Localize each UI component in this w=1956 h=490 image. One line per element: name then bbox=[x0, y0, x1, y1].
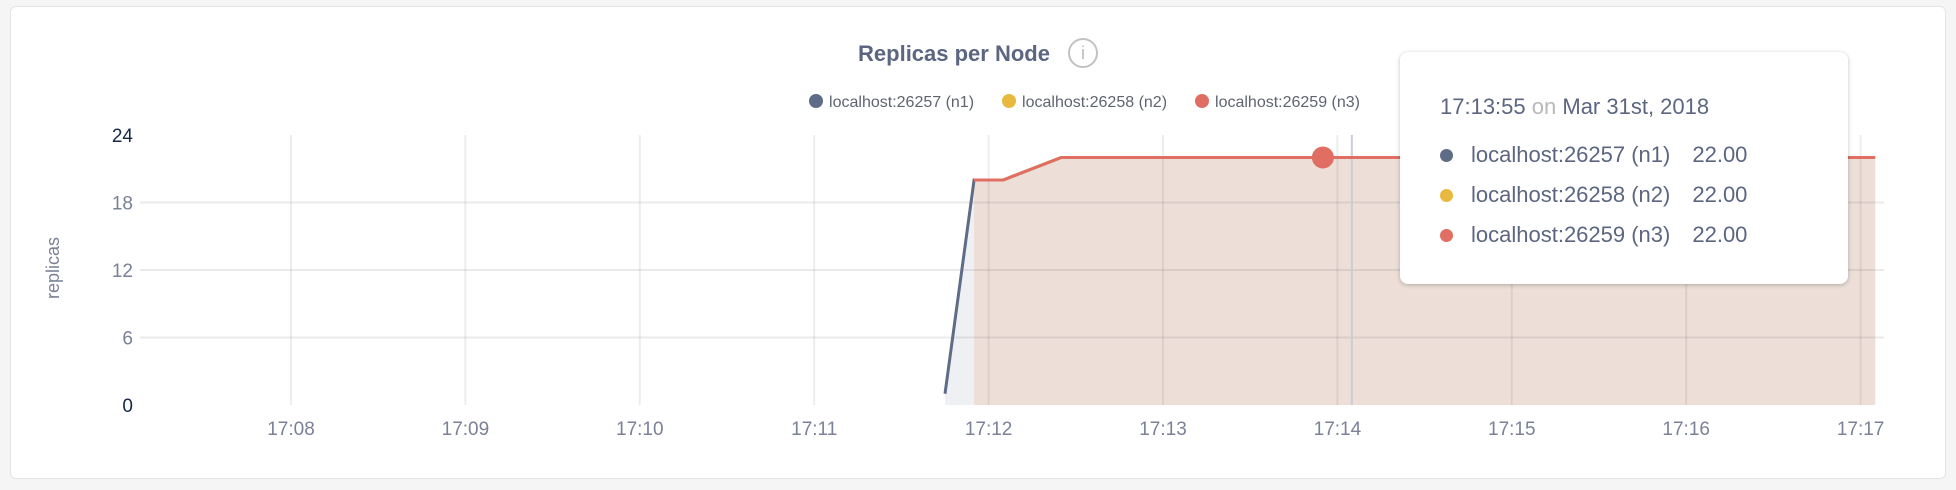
tooltip-series-name: localhost:26257 (n1) bbox=[1471, 142, 1671, 167]
y-tick-label: 12 bbox=[112, 261, 133, 282]
legend-dot bbox=[809, 94, 824, 108]
tooltip-series-name: localhost:26258 (n2) bbox=[1471, 182, 1671, 207]
y-axis-label: replicas bbox=[43, 237, 63, 299]
x-tick-label: 17:14 bbox=[1314, 419, 1362, 440]
tooltip-row-n3: localhost:26259 (n3) 22.00 bbox=[1440, 222, 1747, 248]
tooltip-value: 22.00 bbox=[1692, 182, 1748, 207]
x-tick-label: 17:15 bbox=[1488, 419, 1536, 440]
tooltip-on: on bbox=[1531, 94, 1557, 119]
tooltip-row-n1: localhost:26257 (n1) 22.00 bbox=[1440, 142, 1747, 168]
chart-title: Replicas per Node i bbox=[0, 38, 1956, 70]
tooltip-row-n2: localhost:26258 (n2) 22.00 bbox=[1440, 182, 1747, 208]
y-tick-label: 6 bbox=[122, 329, 133, 350]
x-tick-label: 17:09 bbox=[442, 419, 490, 440]
y-tick-label: 18 bbox=[112, 194, 133, 215]
chart-title-text: Replicas per Node bbox=[858, 40, 1050, 66]
x-tick-label: 17:12 bbox=[965, 419, 1013, 440]
x-tick-label: 17:16 bbox=[1662, 419, 1710, 440]
legend-label: localhost:26257 (n1) bbox=[829, 94, 975, 111]
tooltip-timestamp: 17:13:55 on Mar 31st, 2018 bbox=[1440, 94, 1709, 120]
legend-dot bbox=[1195, 94, 1210, 108]
tooltip-series-name: localhost:26259 (n3) bbox=[1471, 222, 1671, 247]
y-tick-label: 0 bbox=[122, 396, 133, 417]
legend-item-n1[interactable]: localhost:26257 (n1) bbox=[809, 94, 974, 112]
series-dot bbox=[1440, 148, 1453, 162]
hover-point bbox=[1311, 146, 1334, 169]
x-tick-label: 17:10 bbox=[616, 419, 664, 440]
x-tick-label: 17:13 bbox=[1139, 419, 1187, 440]
info-icon[interactable]: i bbox=[1067, 38, 1098, 68]
legend-item-n3[interactable]: localhost:26259 (n3) bbox=[1195, 94, 1360, 112]
legend-dot bbox=[1002, 94, 1017, 108]
hover-tooltip: 17:13:55 on Mar 31st, 2018 localhost:262… bbox=[1400, 52, 1848, 284]
x-tick-label: 17:17 bbox=[1837, 419, 1885, 440]
chart-legend: localhost:26257 (n1) localhost:26258 (n2… bbox=[809, 94, 1360, 112]
legend-item-n2[interactable]: localhost:26258 (n2) bbox=[1002, 94, 1167, 112]
series-dot bbox=[1440, 188, 1453, 202]
tooltip-value: 22.00 bbox=[1692, 142, 1748, 167]
tooltip-date: Mar 31st, 2018 bbox=[1562, 94, 1710, 119]
series-dot bbox=[1440, 228, 1453, 242]
legend-label: localhost:26259 (n3) bbox=[1215, 94, 1360, 111]
tooltip-time: 17:13:55 bbox=[1440, 94, 1526, 119]
x-tick-label: 17:11 bbox=[791, 419, 837, 440]
y-tick-label: 24 bbox=[112, 126, 134, 147]
x-tick-label: 17:08 bbox=[267, 419, 315, 440]
legend-label: localhost:26258 (n2) bbox=[1022, 94, 1168, 111]
tooltip-value: 22.00 bbox=[1692, 222, 1748, 247]
